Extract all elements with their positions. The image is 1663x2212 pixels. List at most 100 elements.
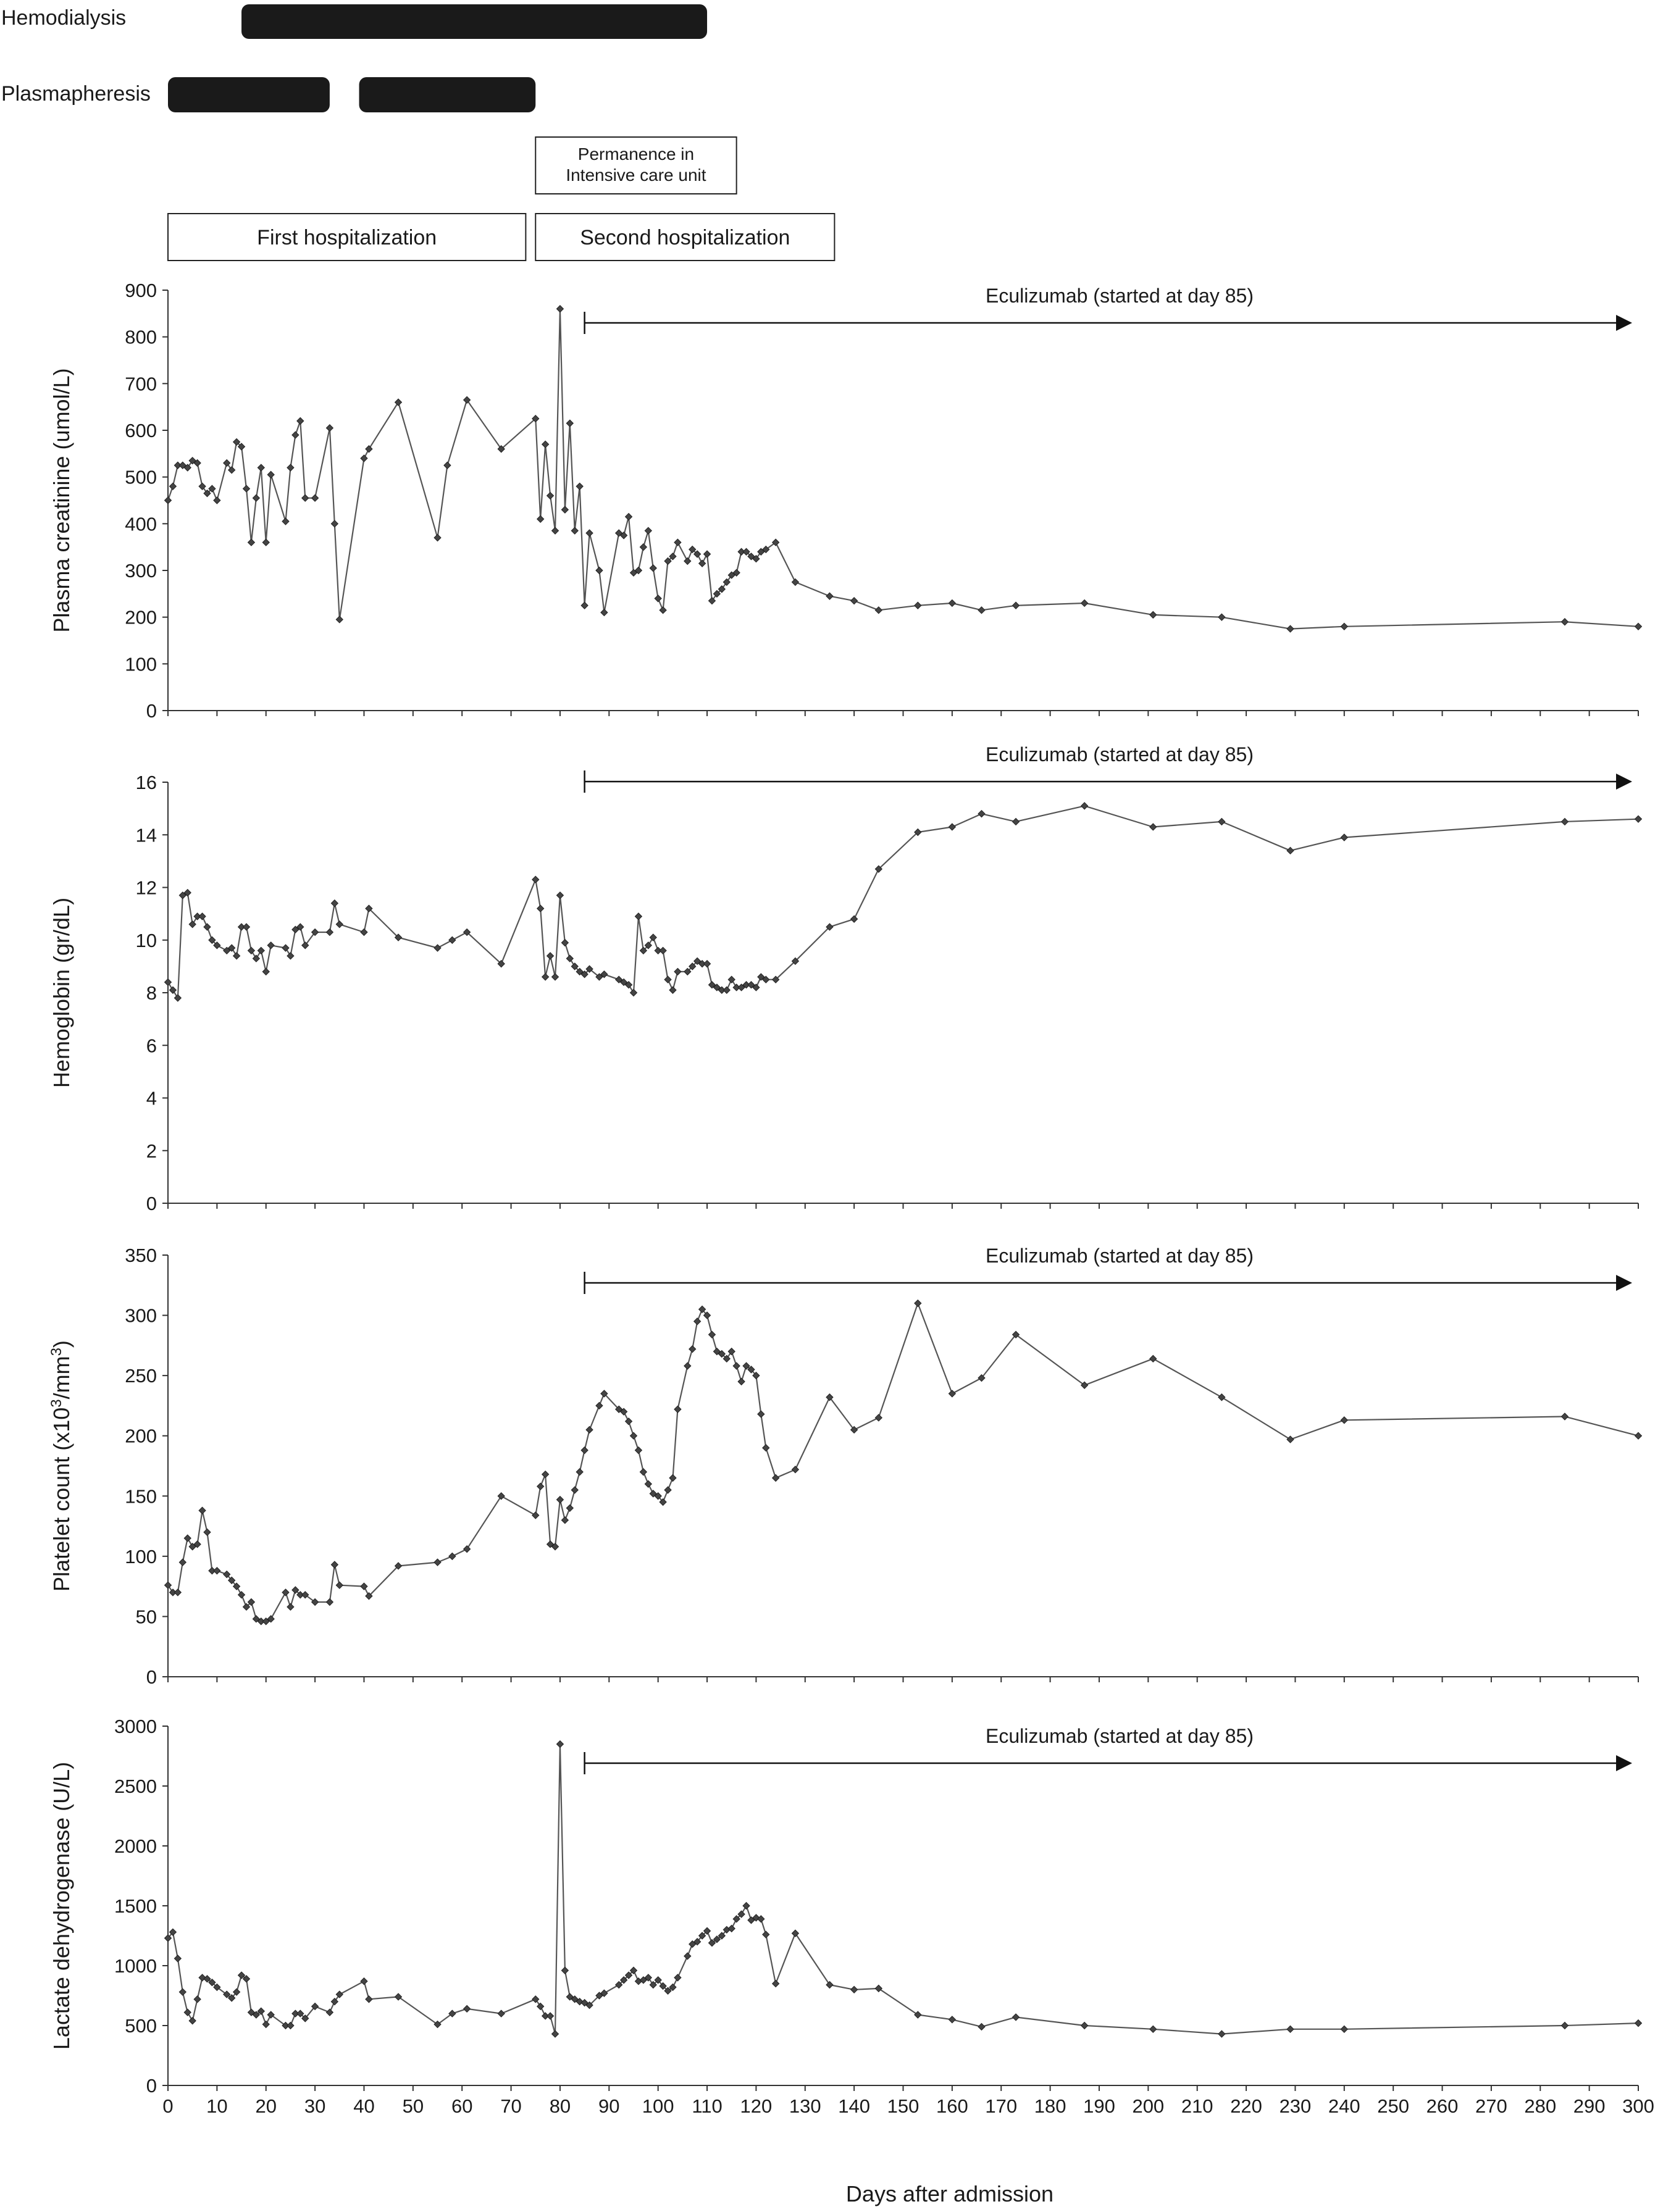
data-point [1286, 1435, 1294, 1443]
data-point [247, 946, 256, 955]
data-point [747, 981, 755, 989]
series-line [167, 1743, 1639, 2035]
y-tick-label: 6 [146, 1035, 157, 1056]
data-point [242, 1975, 251, 1983]
data-point [188, 920, 196, 929]
data-point [247, 2008, 256, 2016]
data-point [689, 1345, 697, 1353]
data-point [978, 606, 986, 614]
data-point [644, 1480, 653, 1488]
data-point [595, 1992, 603, 2000]
data-point [330, 1997, 339, 2006]
data-point [434, 2020, 442, 2029]
data-point [1340, 833, 1349, 841]
data-point [713, 1347, 721, 1356]
data-point [174, 1588, 182, 1596]
data-point [747, 553, 755, 561]
treatment-timeline: Hemodialysis Plasmapheresis Permanence inI… [1, 4, 836, 261]
data-point [174, 1955, 182, 1963]
data-point [576, 967, 584, 976]
data-point [948, 823, 957, 831]
data-point [698, 559, 706, 567]
data-point [664, 1486, 672, 1494]
y-tick-label: 100 [125, 1546, 157, 1567]
data-point [566, 1504, 574, 1513]
eculizumab-annotation: Eculizumab (started at day 85) [986, 285, 1254, 307]
data-point [169, 482, 177, 491]
data-point [1560, 2021, 1569, 2030]
data-point [556, 891, 564, 899]
data-point [532, 414, 540, 423]
box-label: Permanence in [578, 144, 694, 164]
chart-panel-2: 0 2 4 6 8 10 12 14 16 Hemoglobin (gr/dL) Eculizuma… [49, 743, 1643, 1214]
x-tick-label: 10 [206, 2095, 227, 2117]
data-point [203, 1528, 211, 1537]
data-point [1012, 601, 1020, 609]
y-tick-label: 150 [125, 1485, 157, 1507]
x-tick-label: 50 [403, 2095, 424, 2117]
treatment-bar [241, 4, 708, 39]
data-point [252, 2011, 261, 2019]
data-point [585, 965, 593, 973]
data-point [703, 1927, 711, 1935]
data-point [463, 928, 471, 937]
data-point [541, 1470, 550, 1479]
y-tick-label: 0 [146, 1193, 157, 1214]
track-label: Plasmapheresis [1, 82, 151, 106]
data-point [1149, 611, 1157, 619]
data-point [360, 928, 368, 937]
data-point [629, 988, 638, 997]
box-label: Intensive care unit [566, 165, 706, 185]
data-point [708, 596, 716, 605]
data-point [203, 923, 211, 931]
data-point [267, 2011, 275, 2019]
data-point [227, 466, 236, 474]
x-tick-label: 120 [740, 2095, 773, 2117]
data-point [242, 923, 251, 931]
y-tick-label: 2 [146, 1140, 157, 1162]
data-point [1012, 2013, 1020, 2021]
y-tick-label: 900 [125, 280, 157, 301]
data-point [301, 1591, 309, 1599]
data-point [497, 959, 505, 968]
data-point [325, 2008, 334, 2016]
data-point [330, 899, 339, 908]
x-tick-label: 200 [1132, 2095, 1164, 2117]
data-point [252, 954, 261, 962]
data-point [330, 520, 339, 528]
data-point [723, 1354, 731, 1363]
data-point [723, 986, 731, 994]
data-point [747, 1916, 755, 1924]
y-tick-label: 2000 [114, 1835, 157, 1857]
data-point [614, 975, 623, 983]
data-point [267, 470, 275, 479]
y-axis-title: Platelet count (x103/mm3) [48, 1340, 75, 1592]
x-tick-label: 300 [1622, 2095, 1654, 2117]
data-point [561, 1516, 569, 1524]
data-point [237, 1971, 246, 1979]
y-tick-label: 800 [125, 327, 157, 348]
data-point [237, 1591, 246, 1599]
data-point [576, 1468, 584, 1476]
data-point [654, 1492, 662, 1500]
data-point [757, 548, 765, 556]
x-tick-label: 210 [1181, 2095, 1213, 2117]
data-point [649, 1490, 657, 1498]
data-point [335, 616, 343, 624]
track-label: Hemodialysis [1, 6, 126, 30]
data-point [193, 1995, 201, 2003]
data-point [791, 1466, 800, 1474]
data-point [664, 1987, 672, 1995]
data-point [365, 904, 373, 912]
data-point [644, 1974, 653, 1982]
box-label: First hospitalization [257, 226, 437, 249]
data-point [203, 489, 211, 498]
data-point [580, 1446, 589, 1454]
data-point [659, 1498, 667, 1506]
data-point [213, 1567, 221, 1575]
y-tick-label: 1500 [114, 1895, 157, 1917]
eculizumab-annotation: Eculizumab (started at day 85) [986, 1725, 1254, 1747]
data-point [737, 1910, 745, 1918]
x-tick-label: 260 [1426, 2095, 1459, 2117]
data-point [752, 1371, 760, 1380]
